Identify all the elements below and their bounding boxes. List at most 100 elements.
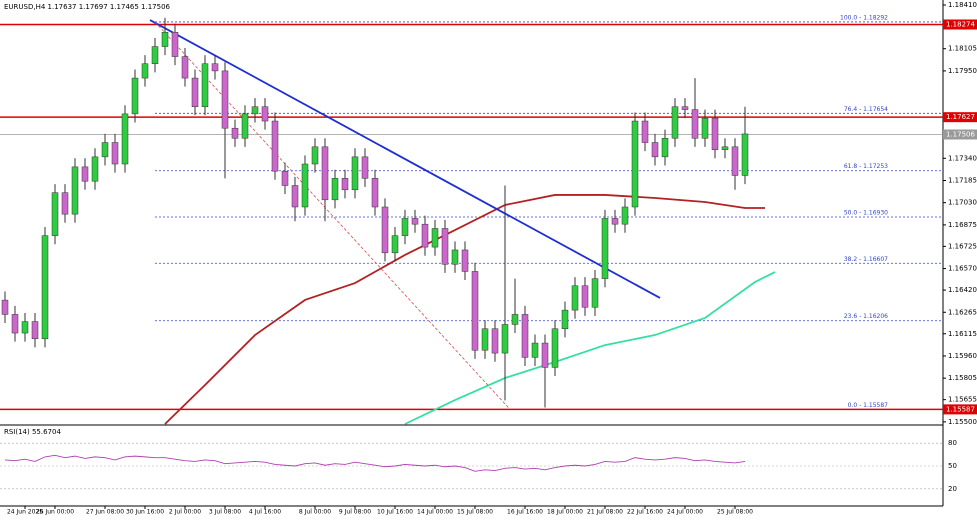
y-tick-label: 1.16115 (948, 330, 977, 338)
candle-body (91, 156, 99, 182)
candle-body (421, 223, 429, 248)
candle-body (81, 166, 89, 182)
candle-body (641, 120, 649, 143)
candle-body (191, 77, 199, 107)
candle-body (181, 56, 189, 79)
y-tick-label: 1.15500 (948, 418, 977, 426)
candle-body (551, 328, 559, 368)
y-tick-label: 1.15960 (948, 352, 977, 360)
candle-body (461, 249, 469, 272)
fib-label: 0.0 - 1.15587 (848, 402, 889, 409)
candle-body (361, 156, 369, 179)
x-tick-label: 26 Jun 00:00 (36, 509, 74, 516)
overlay-line (149, 19, 661, 299)
candle-body (631, 120, 639, 208)
candle-body (681, 106, 689, 110)
candle-body (371, 178, 379, 208)
candle-body (31, 321, 39, 340)
y-tick-label: 1.17950 (948, 67, 977, 75)
candle-body (291, 185, 299, 208)
candle-body (701, 117, 709, 139)
x-tick-label: 27 Jun 08:00 (86, 509, 124, 516)
price-box-label: 1.17627 (946, 113, 975, 121)
candle-body (41, 235, 49, 340)
x-tick-label: 25 Jul 08:00 (717, 509, 753, 516)
price-box-label: 1.15587 (946, 405, 975, 413)
candle-body (241, 113, 249, 139)
candle-body (561, 309, 569, 329)
rsi-label: RSI(14) 55.6704 (4, 428, 61, 436)
candle-body (671, 106, 679, 139)
candle-body (451, 249, 459, 265)
candle-body (221, 70, 229, 129)
y-tick-label: 1.16875 (948, 221, 977, 229)
candle-body (261, 106, 269, 122)
candle-body (331, 178, 339, 201)
candle-body (201, 63, 209, 107)
candle-body (151, 46, 159, 64)
x-tick-label: 2 Jul 00:00 (169, 509, 201, 516)
x-tick-label: 3 Jul 08:00 (209, 509, 241, 516)
candle-body (121, 113, 129, 165)
y-tick-label: 1.16725 (948, 242, 977, 250)
candle-body (111, 142, 119, 165)
fib-label: 100.0 - 1.18292 (840, 14, 888, 21)
candle-body (411, 218, 419, 225)
y-tick-label: 1.18410 (948, 1, 977, 9)
candle-body (351, 156, 359, 191)
candle-body (611, 218, 619, 225)
x-tick-label: 30 Jun 16:00 (126, 509, 164, 516)
x-tick-label: 21 Jul 08:00 (587, 509, 623, 516)
candle-body (741, 133, 749, 176)
candle-body (321, 146, 329, 201)
x-tick-label: 24 Jul 00:00 (667, 509, 703, 516)
candle-body (51, 192, 59, 236)
candle-body (731, 146, 739, 176)
rsi-tick-label: 80 (948, 439, 957, 447)
y-tick-label: 1.17185 (948, 176, 977, 184)
overlay-line (404, 271, 776, 425)
candle-body (581, 285, 589, 308)
x-tick-label: 18 Jul 00:00 (547, 509, 583, 516)
candle-body (301, 163, 309, 208)
x-tick-label: 8 Jul 00:00 (299, 509, 331, 516)
candle-body (161, 31, 169, 47)
candle-body (311, 146, 319, 165)
x-tick-label: 24 Jun 2025 (7, 509, 43, 516)
candle-body (521, 314, 529, 358)
candle-body (621, 206, 629, 225)
y-tick-label: 1.15805 (948, 374, 977, 382)
candle-body (21, 321, 29, 334)
candle-body (401, 218, 409, 236)
rsi-line (4, 454, 746, 472)
candle-body (1, 299, 9, 315)
x-tick-label: 22 Jul 16:00 (627, 509, 663, 516)
candle-body (511, 314, 519, 325)
rsi-tick-label: 50 (948, 462, 957, 470)
candle-body (431, 228, 439, 248)
fib-label: 50.0 - 1.16930 (844, 210, 888, 217)
candle-body (471, 271, 479, 351)
candle-body (381, 206, 389, 254)
candle-body (491, 328, 499, 354)
candle-body (391, 235, 399, 254)
fib-label: 38.2 - 1.16607 (844, 256, 888, 263)
rsi-tick-label: 20 (948, 485, 957, 493)
candle-body (131, 77, 139, 115)
candle-body (661, 137, 669, 158)
candle-body (281, 170, 289, 186)
candle-body (501, 324, 509, 354)
candle-body (711, 117, 719, 150)
y-tick-label: 1.16420 (948, 286, 977, 294)
candle-body (481, 328, 489, 351)
candle-body (231, 127, 239, 139)
overlay-line (154, 21, 511, 410)
fib-label: 23.6 - 1.16206 (844, 313, 888, 320)
y-tick-label: 1.16570 (948, 265, 977, 273)
x-tick-label: 16 Jul 16:00 (507, 509, 543, 516)
y-tick-label: 1.16265 (948, 308, 977, 316)
y-tick-label: 1.15655 (948, 396, 977, 404)
candle-body (11, 314, 19, 334)
candle-body (101, 142, 109, 158)
